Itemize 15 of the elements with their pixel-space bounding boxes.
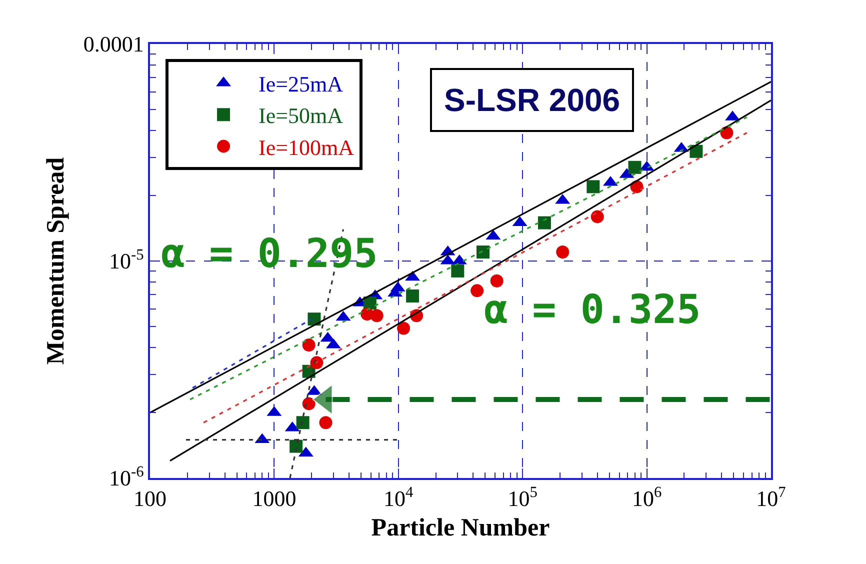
annotation: S-LSR 2006 — [444, 82, 620, 118]
x-tick-label: 1000 — [252, 486, 296, 512]
x-tick-label: 10$^{6}$ — [632, 484, 662, 512]
x-tick-label: 10$^{7}$ — [756, 484, 786, 512]
annotation: α = 0.325 — [484, 287, 701, 333]
x-tick-label: 10$^{5}$ — [508, 484, 538, 512]
y-axis-title: Momentum Spread — [42, 157, 70, 365]
x-axis-title: Particle Number — [371, 514, 550, 542]
y-tick-label: 0.0001 — [83, 32, 144, 57]
legend-label: Ie=50mA — [258, 103, 344, 128]
annotation: α = 0.295 — [161, 231, 378, 277]
legend-label: Ie=25mA — [258, 72, 344, 97]
legend-label: Ie=100mA — [258, 134, 354, 160]
x-tick-label: 10$^{4}$ — [384, 484, 414, 512]
y-tick-label: 10$^{-5}$ — [109, 246, 144, 274]
